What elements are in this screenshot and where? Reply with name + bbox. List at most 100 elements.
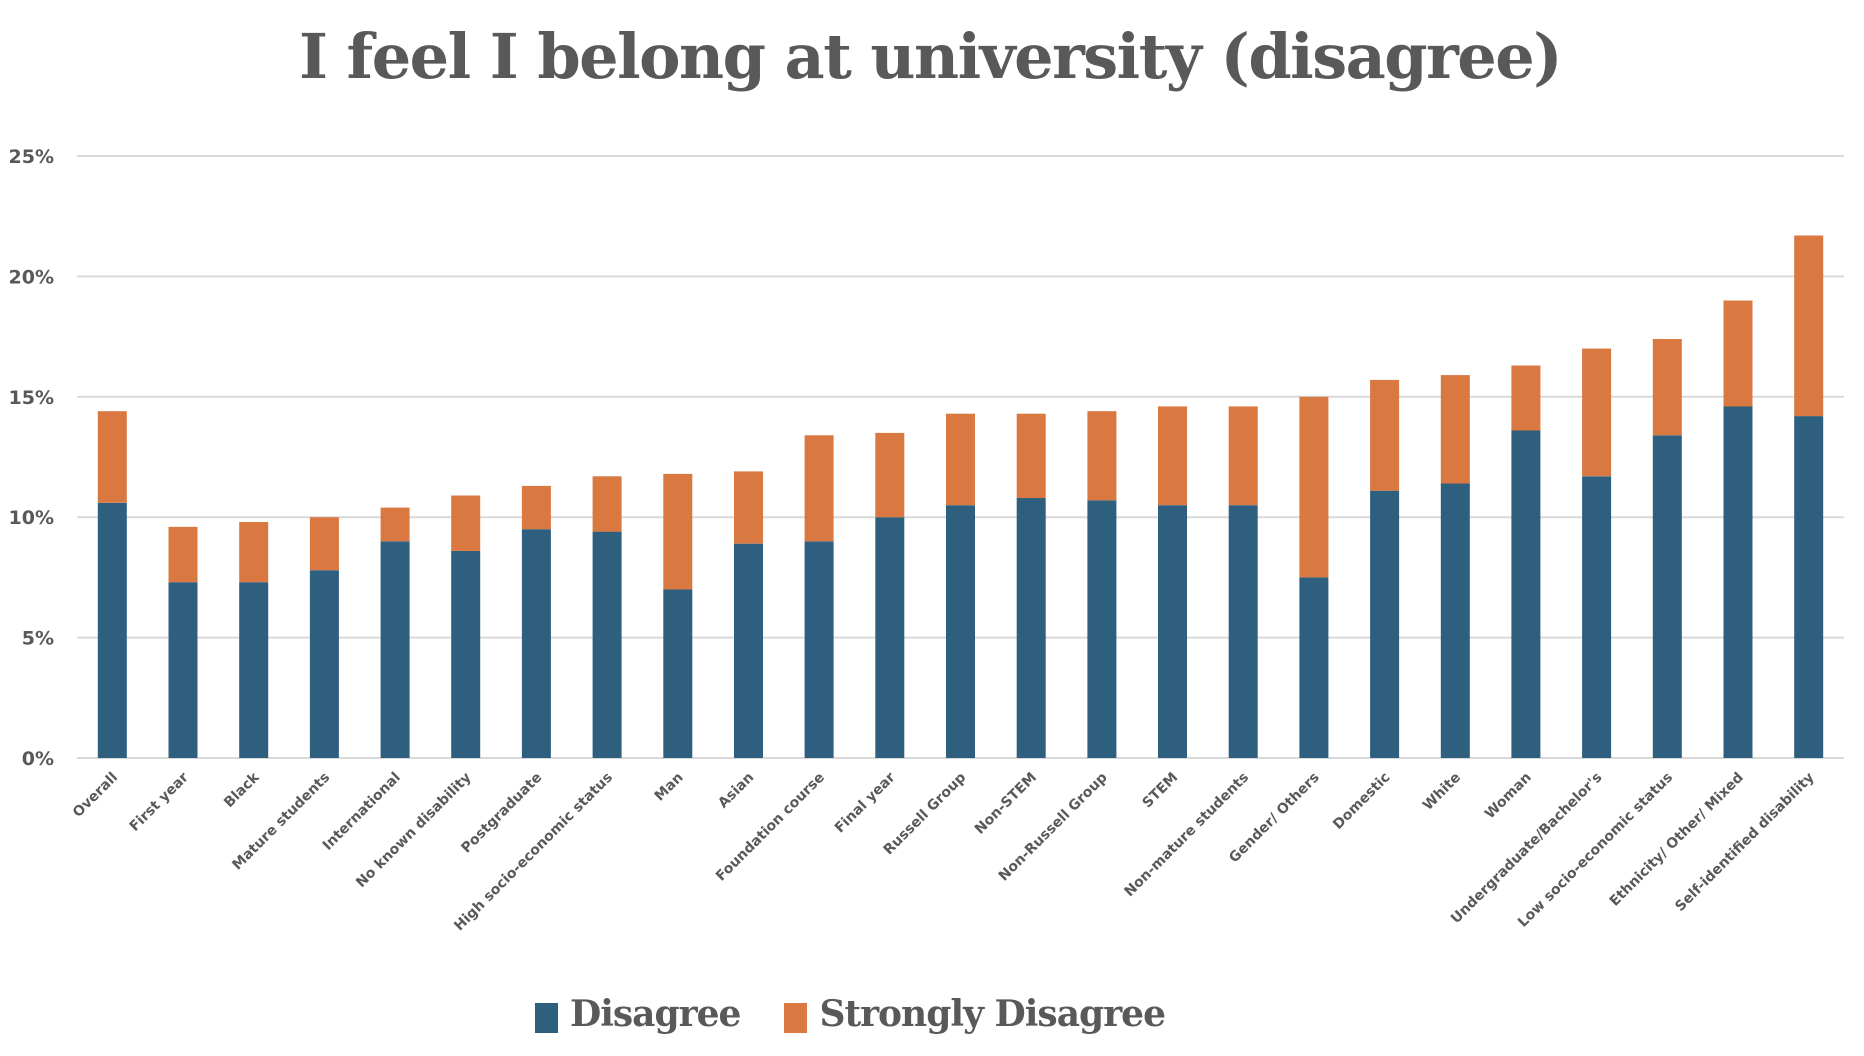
bar-segment-disagree[interactable]: [946, 505, 975, 758]
bar-group: [1228, 406, 1258, 758]
bar-group: [804, 435, 834, 758]
bar-segment-disagree[interactable]: [239, 582, 269, 758]
bar-segment-disagree[interactable]: [380, 541, 410, 758]
legend: Disagree Strongly Disagree: [0, 993, 1700, 1035]
bar-segment-strongly-disagree[interactable]: [1582, 348, 1612, 477]
bar-segment-strongly-disagree[interactable]: [1228, 406, 1258, 506]
bar-segment-strongly-disagree[interactable]: [1370, 379, 1400, 491]
bar-segment-strongly-disagree[interactable]: [875, 432, 905, 518]
bar-segment-strongly-disagree[interactable]: [804, 435, 834, 542]
bar-segment-strongly-disagree[interactable]: [1511, 365, 1541, 431]
bar-segment-strongly-disagree[interactable]: [168, 526, 198, 583]
bar-group: [1582, 348, 1612, 758]
bar-segment-disagree[interactable]: [1016, 497, 1046, 758]
legend-label-strongly-disagree: Strongly Disagree: [819, 993, 1166, 1035]
bar-segment-disagree[interactable]: [1794, 416, 1824, 758]
x-tick-label: Black: [221, 769, 263, 811]
bar-group: [1511, 365, 1541, 759]
bar-segment-disagree[interactable]: [875, 517, 905, 758]
bar-segment-disagree[interactable]: [168, 582, 198, 758]
y-tick-label: 15%: [9, 387, 54, 409]
bar-segment-disagree[interactable]: [663, 589, 693, 758]
bar-segment-strongly-disagree[interactable]: [1723, 300, 1753, 407]
x-tick-label: Non-STEM: [972, 770, 1040, 838]
bar-segment-disagree[interactable]: [1370, 490, 1400, 758]
y-tick-label: 10%: [9, 507, 54, 529]
x-tick-label: Undergraduate/Bachelor's: [1448, 770, 1605, 927]
x-tick-label: Self-identified disability: [1672, 770, 1817, 915]
bar-segment-disagree[interactable]: [451, 550, 481, 758]
bar-segment-strongly-disagree[interactable]: [1158, 406, 1187, 506]
bar-segment-strongly-disagree[interactable]: [1087, 411, 1117, 501]
x-tick-label: Ethnicity/ Other/ Mixed: [1607, 770, 1747, 910]
bar-segment-strongly-disagree[interactable]: [1794, 235, 1824, 417]
bar-segment-disagree[interactable]: [1723, 406, 1753, 758]
y-tick-label: 5%: [22, 628, 54, 650]
bar-segment-disagree[interactable]: [1652, 435, 1682, 758]
bar-segment-disagree[interactable]: [521, 529, 551, 758]
bar-segment-strongly-disagree[interactable]: [592, 476, 622, 532]
x-tick-label: STEM: [1140, 770, 1182, 812]
bar-segment-disagree[interactable]: [1087, 500, 1117, 758]
x-tick-label: White: [1420, 770, 1464, 814]
bar-segment-disagree[interactable]: [309, 570, 339, 758]
chart-title: I feel I belong at university (disagree): [298, 20, 1563, 93]
bar-group: [97, 411, 127, 758]
y-axis-tick-labels: 0% 5% 10% 15% 20% 25%: [9, 146, 54, 770]
x-tick-label: Asian: [715, 770, 757, 812]
bar-segment-strongly-disagree[interactable]: [97, 411, 127, 503]
bar-segment-strongly-disagree[interactable]: [239, 522, 269, 583]
bar-group: [875, 432, 905, 758]
bar-segment-strongly-disagree[interactable]: [946, 413, 975, 506]
bar-segment-disagree[interactable]: [734, 543, 763, 758]
x-tick-label: Non-mature students: [1122, 770, 1253, 901]
bar-segment-strongly-disagree[interactable]: [663, 473, 693, 590]
bar-segment-strongly-disagree[interactable]: [734, 471, 763, 544]
x-tick-label: Overall: [70, 770, 121, 821]
bar-segment-strongly-disagree[interactable]: [1652, 339, 1682, 436]
bar-segment-disagree[interactable]: [1228, 505, 1258, 758]
bar-segment-strongly-disagree[interactable]: [1299, 396, 1329, 578]
legend-item-disagree[interactable]: Disagree: [535, 993, 741, 1035]
x-tick-label: Man: [652, 770, 687, 805]
x-tick-label: Final year: [832, 769, 899, 836]
bar-segment-strongly-disagree[interactable]: [380, 507, 410, 542]
bar-segment-disagree[interactable]: [804, 541, 834, 758]
bar-segment-disagree[interactable]: [592, 531, 622, 758]
y-tick-label: 20%: [9, 266, 54, 288]
legend-swatch-strongly-disagree: [784, 1003, 808, 1033]
bar-segment-disagree[interactable]: [1299, 577, 1329, 758]
bar-group: [239, 522, 269, 758]
bar-segment-strongly-disagree[interactable]: [451, 495, 481, 551]
bar-group: [1440, 375, 1470, 759]
bar-segment-disagree[interactable]: [1511, 430, 1541, 759]
legend-item-strongly-disagree[interactable]: Strongly Disagree: [784, 993, 1166, 1035]
bar-group: [663, 473, 693, 758]
bar-group: [521, 485, 551, 758]
x-tick-label: No known disability: [353, 770, 474, 891]
bar-segment-strongly-disagree[interactable]: [521, 485, 551, 530]
x-tick-label: Low socio-economic status: [1515, 770, 1676, 931]
bar-group: [451, 495, 481, 758]
bar-group: [1370, 379, 1400, 758]
bar-segment-strongly-disagree[interactable]: [1016, 413, 1046, 498]
bar-group: [592, 476, 622, 758]
bar-segment-strongly-disagree[interactable]: [309, 517, 339, 571]
bar-segment-strongly-disagree[interactable]: [1440, 375, 1470, 484]
bar-segment-disagree[interactable]: [1440, 483, 1470, 759]
bar-group: [1652, 339, 1682, 758]
bar-group: [946, 413, 975, 758]
bar-segment-disagree[interactable]: [97, 502, 127, 758]
bar-group: [734, 471, 763, 758]
bar-group: [1016, 413, 1046, 758]
bar-group: [380, 507, 410, 758]
legend-swatch-disagree: [535, 1003, 559, 1033]
x-tick-label: Woman: [1482, 770, 1535, 823]
bar-segment-disagree[interactable]: [1158, 505, 1187, 758]
bar-segment-disagree[interactable]: [1582, 476, 1612, 758]
bar-group: [1299, 396, 1329, 758]
bar-group: [1158, 406, 1187, 758]
x-tick-label: High socio-economic status: [451, 770, 616, 935]
bar-group: [1087, 411, 1117, 758]
